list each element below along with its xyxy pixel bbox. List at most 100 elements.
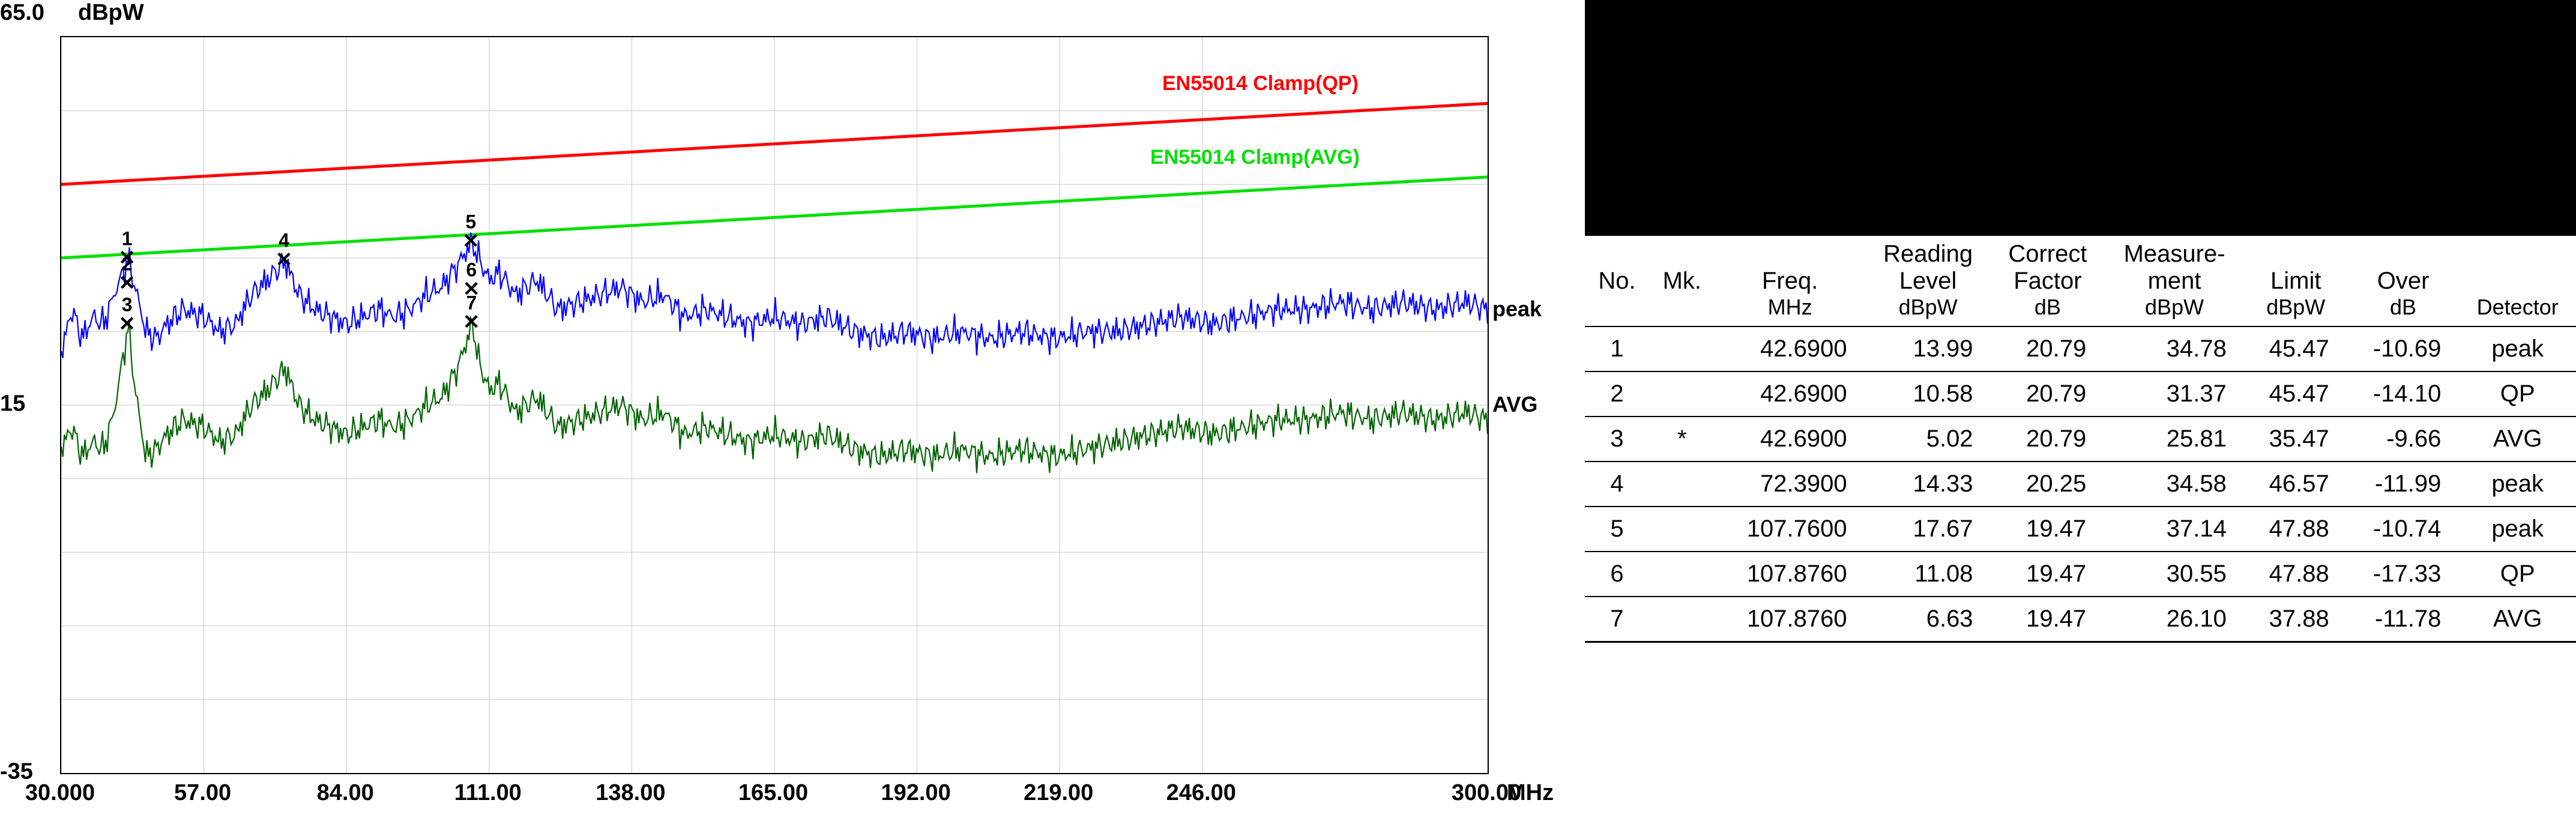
table-row: 5107.760017.6719.4737.1447.88-10.74peak [1585, 507, 2576, 552]
x-tick-3: 111.00 [454, 780, 522, 806]
cell-mk [1649, 597, 1715, 642]
table-row: 4 72.390014.3320.2534.5846.57-11.99peak [1585, 462, 2576, 507]
y-max-label: 65.0 [0, 0, 44, 26]
table-row: 2 42.690010.5820.7931.3745.47-14.10QP [1585, 371, 2576, 416]
marker-x-3: ✕ [118, 312, 136, 336]
marker-x-7: ✕ [463, 310, 480, 334]
series-label-peak: peak [1492, 296, 1542, 322]
cell-freq: 107.8760 [1715, 552, 1865, 597]
cell-over: -17.33 [2347, 552, 2460, 597]
cell-det: QP [2459, 371, 2576, 416]
cell-over: -11.99 [2347, 462, 2460, 507]
table-row: 142.690013.9920.7934.7845.47-10.69peak [1585, 326, 2576, 371]
cell-correct: 20.79 [1991, 416, 2105, 462]
cell-correct: 19.47 [1991, 552, 2105, 597]
cell-det: AVG [2459, 416, 2576, 462]
x-tick-6: 192.00 [881, 780, 950, 806]
cell-over: -11.78 [2347, 597, 2460, 642]
table-top-black-bar [1585, 0, 2576, 234]
cell-meas: 26.10 [2104, 597, 2245, 642]
chart-panel: 65.0 dBpW MHz 1✕2✕3✕4✕5✕6✕7✕15-3530.0005… [0, 0, 1585, 839]
cell-no: 2 [1585, 371, 1649, 416]
x-tick-1: 57.00 [174, 780, 231, 806]
cell-correct: 20.25 [1991, 462, 2105, 507]
x-tick-0: 30.000 [25, 780, 95, 806]
cell-mk [1649, 507, 1715, 552]
cell-freq: 107.8760 [1715, 597, 1865, 642]
col-header-meas: Measure-ment [2104, 235, 2245, 295]
cell-over: -10.69 [2347, 326, 2460, 371]
cell-mk [1649, 371, 1715, 416]
cell-meas: 37.14 [2104, 507, 2245, 552]
col-unit-freq: MHz [1715, 295, 1865, 326]
cell-no: 5 [1585, 507, 1649, 552]
cell-det: peak [2459, 462, 2576, 507]
cell-meas: 25.81 [2104, 416, 2245, 462]
col-header-over: Over [2347, 235, 2460, 295]
cell-no: 3 [1585, 416, 1649, 462]
cell-limit: 35.47 [2245, 416, 2347, 462]
cell-freq: 42.6900 [1715, 416, 1865, 462]
cell-correct: 19.47 [1991, 507, 2105, 552]
cell-over: -9.66 [2347, 416, 2460, 462]
cell-no: 6 [1585, 552, 1649, 597]
table-row: 6107.876011.0819.4730.5547.88-17.33QP [1585, 552, 2576, 597]
cell-no: 7 [1585, 597, 1649, 642]
measurement-table: No.Mk.Freq.ReadingLevelCorrectFactorMeas… [1585, 234, 2576, 643]
cell-mk [1649, 326, 1715, 371]
col-header-det [2459, 235, 2576, 295]
cell-meas: 34.78 [2104, 326, 2245, 371]
x-tick-5: 165.00 [738, 780, 808, 806]
table-header: No.Mk.Freq.ReadingLevelCorrectFactorMeas… [1585, 235, 2576, 327]
col-header-mk: Mk. [1649, 235, 1715, 295]
cell-limit: 47.88 [2245, 507, 2347, 552]
marker-x-5: ✕ [462, 229, 480, 253]
cell-correct: 20.79 [1991, 326, 2105, 371]
cell-correct: 19.47 [1991, 597, 2105, 642]
cell-reading: 11.08 [1865, 552, 1991, 597]
cell-freq: 107.7600 [1715, 507, 1865, 552]
table-header-row: No.Mk.Freq.ReadingLevelCorrectFactorMeas… [1585, 235, 2576, 295]
cell-reading: 13.99 [1865, 326, 1991, 371]
col-header-freq: Freq. [1715, 235, 1865, 295]
cell-reading: 10.58 [1865, 371, 1991, 416]
cell-meas: 30.55 [2104, 552, 2245, 597]
cell-mk: * [1649, 416, 1715, 462]
cell-limit: 47.88 [2245, 552, 2347, 597]
cell-limit: 46.57 [2245, 462, 2347, 507]
col-unit-mk [1649, 295, 1715, 326]
cell-freq: 42.6900 [1715, 326, 1865, 371]
col-header-limit: Limit [2245, 235, 2347, 295]
x-tick-2: 84.00 [317, 780, 374, 806]
cell-freq: 72.3900 [1715, 462, 1865, 507]
marker-x-2: ✕ [118, 271, 136, 295]
cell-freq: 42.6900 [1715, 371, 1865, 416]
cell-limit: 37.88 [2245, 597, 2347, 642]
table-body: 142.690013.9920.7934.7845.47-10.69peak24… [1585, 326, 2576, 642]
col-unit-limit: dBpW [2245, 295, 2347, 326]
cell-meas: 31.37 [2104, 371, 2245, 416]
col-header-no: No. [1585, 235, 1649, 295]
cell-no: 1 [1585, 326, 1649, 371]
cell-limit: 45.47 [2245, 371, 2347, 416]
cell-reading: 14.33 [1865, 462, 1991, 507]
col-unit-over: dB [2347, 295, 2460, 326]
cell-meas: 34.58 [2104, 462, 2245, 507]
table-units-row: MHzdBpWdBdBpWdBpWdBDetector [1585, 295, 2576, 326]
cell-reading: 5.02 [1865, 416, 1991, 462]
col-unit-correct: dB [1991, 295, 2105, 326]
limit-label-avg: EN55014 Clamp(AVG) [1150, 146, 1360, 169]
cell-over: -14.10 [2347, 371, 2460, 416]
x-tick-7: 219.00 [1024, 780, 1093, 806]
col-header-correct: CorrectFactor [1991, 235, 2105, 295]
cell-det: peak [2459, 507, 2576, 552]
table-row: 7 107.87606.6319.4726.1037.88-11.78AVG [1585, 597, 2576, 642]
cell-correct: 20.79 [1991, 371, 2105, 416]
col-header-reading: ReadingLevel [1865, 235, 1991, 295]
cell-reading: 6.63 [1865, 597, 1991, 642]
cell-no: 4 [1585, 462, 1649, 507]
cell-over: -10.74 [2347, 507, 2460, 552]
cell-limit: 45.47 [2245, 326, 2347, 371]
col-unit-no [1585, 295, 1649, 326]
cell-det: AVG [2459, 597, 2576, 642]
